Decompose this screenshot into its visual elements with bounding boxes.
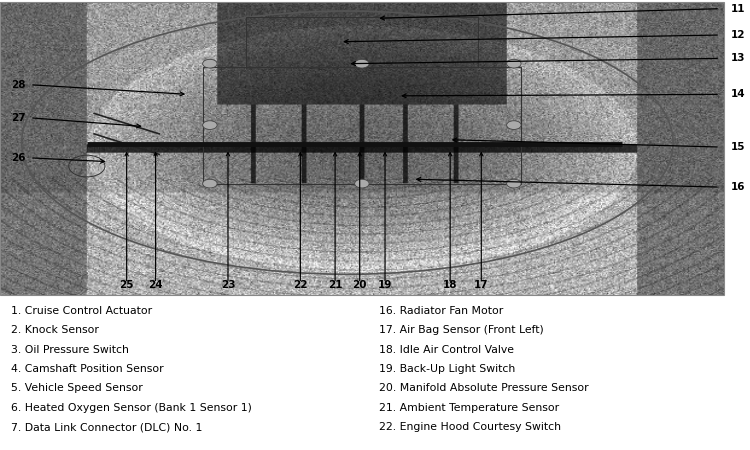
Circle shape [506,179,521,188]
Text: 21. Ambient Temperature Sensor: 21. Ambient Temperature Sensor [379,403,559,413]
Text: 26: 26 [11,153,26,163]
Text: 14: 14 [731,90,746,99]
Circle shape [202,179,217,188]
Text: 13: 13 [731,54,746,63]
Text: 16. Radiator Fan Motor: 16. Radiator Fan Motor [379,306,503,316]
Text: 1. Cruise Control Actuator: 1. Cruise Control Actuator [11,306,152,316]
Text: 17. Air Bag Sensor (Front Left): 17. Air Bag Sensor (Front Left) [379,325,544,335]
Text: 19. Back-Up Light Switch: 19. Back-Up Light Switch [379,364,515,374]
Text: 24: 24 [148,280,163,290]
Text: 12: 12 [731,30,746,40]
Text: 21: 21 [328,280,342,290]
Text: 5. Vehicle Speed Sensor: 5. Vehicle Speed Sensor [11,383,143,393]
Text: 17: 17 [474,280,488,290]
Text: 22: 22 [293,280,308,290]
Text: 7. Data Link Connector (DLC) No. 1: 7. Data Link Connector (DLC) No. 1 [11,422,202,432]
Text: 20: 20 [352,280,367,290]
Text: 18. Idle Air Control Valve: 18. Idle Air Control Valve [379,345,514,355]
Text: 15: 15 [731,142,746,152]
Circle shape [202,121,217,130]
Bar [202,67,521,184]
Text: 22. Engine Hood Courtesy Switch: 22. Engine Hood Courtesy Switch [379,422,561,432]
Circle shape [355,179,369,188]
Text: 4. Camshaft Position Sensor: 4. Camshaft Position Sensor [11,364,164,374]
Text: 23: 23 [220,280,236,290]
Circle shape [355,59,369,68]
Circle shape [506,59,521,68]
Text: 20. Manifold Absolute Pressure Sensor: 20. Manifold Absolute Pressure Sensor [379,383,588,393]
Text: 18: 18 [443,280,458,290]
Circle shape [506,121,521,130]
Text: 16: 16 [731,182,746,192]
Text: 27: 27 [11,113,26,123]
Text: 25: 25 [119,280,134,290]
Bar [246,17,478,67]
Text: 28: 28 [11,80,26,90]
Text: 6. Heated Oxygen Sensor (Bank 1 Sensor 1): 6. Heated Oxygen Sensor (Bank 1 Sensor 1… [11,403,252,413]
Text: 2. Knock Sensor: 2. Knock Sensor [11,325,99,335]
Text: 19: 19 [378,280,392,290]
Circle shape [202,59,217,68]
Text: 11: 11 [731,4,746,13]
Text: 3. Oil Pressure Switch: 3. Oil Pressure Switch [11,345,129,355]
